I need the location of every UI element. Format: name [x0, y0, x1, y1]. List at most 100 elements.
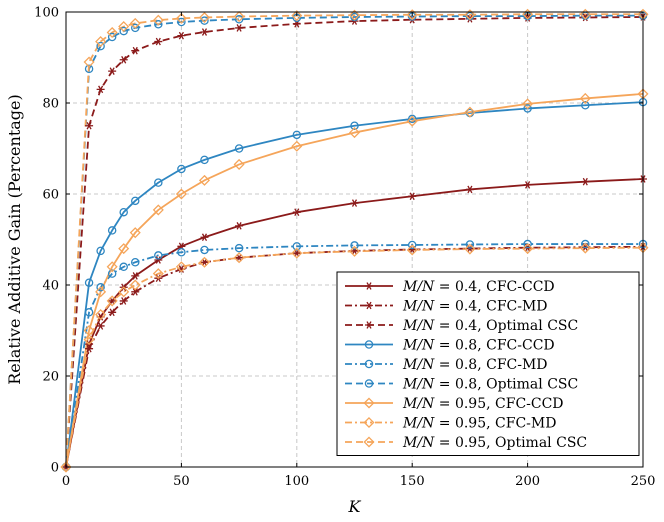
y-tick-label: 20 [42, 370, 59, 385]
x-tick-label: 200 [515, 474, 540, 489]
data-point [581, 177, 590, 186]
data-point [119, 26, 128, 36]
x-axis-title: K [348, 497, 362, 516]
data-point [96, 246, 105, 256]
data-point [198, 256, 210, 268]
data-point [200, 28, 209, 36]
legend-label-rest: = 0.8, Optimal CSC [434, 377, 578, 393]
data-point [106, 261, 118, 273]
data-point [118, 21, 130, 33]
data-point [107, 269, 117, 278]
data-point [198, 174, 210, 186]
data-point [464, 9, 476, 21]
legend-label-rest: = 0.95, Optimal CSC [434, 435, 587, 451]
data-point [292, 208, 301, 217]
data-point [200, 245, 209, 255]
data-point [130, 196, 140, 206]
data-point [131, 272, 140, 280]
data-point [96, 283, 105, 292]
legend-label-math: M/N [402, 357, 435, 373]
data-point [106, 295, 118, 307]
data-point [465, 240, 475, 249]
data-point [129, 227, 141, 239]
data-point [154, 256, 163, 264]
data-point [350, 121, 359, 131]
data-point [177, 164, 186, 174]
data-point [198, 11, 210, 23]
data-point [106, 26, 118, 38]
data-point [464, 106, 476, 118]
legend-marker [365, 321, 373, 329]
data-point [291, 10, 303, 22]
data-point [234, 15, 244, 24]
x-tick-label: 150 [400, 474, 425, 489]
data-point [118, 286, 130, 298]
legend-marker [363, 397, 375, 409]
data-point [154, 20, 163, 29]
legend-label-math: M/N [402, 299, 435, 315]
data-point [108, 308, 117, 317]
y-tick-label: 0 [51, 461, 59, 476]
y-tick-label: 40 [42, 279, 59, 294]
data-point [235, 222, 244, 230]
legend-marker [364, 359, 374, 369]
legend-label: M/N = 0.4, Optimal CSC [402, 318, 578, 334]
data-point [177, 17, 186, 27]
legend-label-rest: = 0.4, Optimal CSC [434, 318, 578, 334]
x-tick-label: 100 [284, 474, 309, 489]
data-point [522, 243, 534, 255]
data-point [234, 243, 244, 253]
legend-label: M/N = 0.95, CFC-MD [402, 416, 556, 432]
data-point [129, 279, 141, 291]
data-point [235, 24, 244, 32]
data-point [408, 192, 417, 201]
data-point [350, 199, 359, 207]
data-point [131, 288, 140, 296]
legend-label: M/N = 0.8, CFC-MD [402, 357, 548, 373]
data-point [131, 46, 140, 55]
data-point [152, 268, 164, 280]
data-point [292, 130, 302, 140]
data-point [348, 245, 361, 257]
data-point [523, 104, 532, 113]
data-point [152, 204, 164, 216]
data-point [523, 181, 532, 189]
data-point [407, 240, 417, 250]
data-point [152, 14, 164, 26]
data-point [291, 247, 303, 259]
data-point [96, 85, 105, 94]
axis-ticks: 0 50 100 150 200 250 0 20 40 60 80 100 [34, 6, 655, 490]
data-point [175, 188, 187, 200]
data-point [154, 37, 163, 46]
data-point [95, 36, 107, 48]
data-point [406, 244, 418, 256]
data-point [107, 32, 117, 42]
data-point [200, 16, 209, 25]
data-point [579, 242, 591, 254]
data-point [130, 23, 140, 33]
data-point [465, 185, 474, 194]
legend-marker [364, 340, 374, 349]
data-point [348, 127, 361, 139]
legend-marker [364, 379, 374, 388]
legend-marker [365, 282, 373, 290]
data-point [292, 249, 301, 257]
data-point [523, 239, 532, 249]
data-point [107, 226, 117, 235]
legend-label-math: M/N [402, 435, 435, 451]
data-point [234, 144, 244, 153]
data-point [84, 278, 94, 287]
legend-label: M/N = 0.95, Optimal CSC [402, 435, 587, 451]
legend-marker [363, 436, 375, 448]
data-point [175, 261, 187, 273]
y-tick-label: 80 [42, 97, 59, 112]
legend-box [336, 271, 640, 456]
data-point [200, 233, 209, 242]
legend-label-math: M/N [402, 338, 435, 354]
data-point [233, 11, 245, 23]
data-point [119, 55, 128, 64]
data-point [233, 252, 245, 264]
y-axis-title: Relative Additive Gain (Percentage) [5, 94, 24, 385]
legend-label-math: M/N [402, 416, 435, 432]
